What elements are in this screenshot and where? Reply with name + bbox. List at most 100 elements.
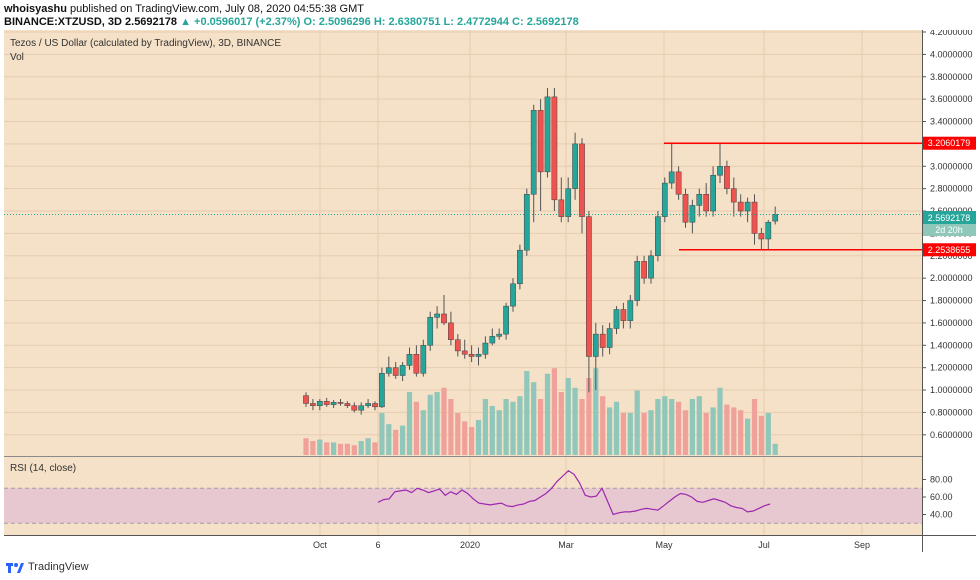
volume-bar [372,442,378,455]
volume-bar [565,378,571,455]
candle-body [592,333,599,357]
volume-bar [531,382,537,455]
volume-bar [337,443,344,455]
volume-bar [406,392,413,455]
candle-body [517,249,523,285]
volume-bar [648,410,654,455]
time-tick-label: 2020 [460,540,480,550]
volume-bar [558,392,564,455]
volume-bar [324,442,330,455]
candle-body [551,96,558,201]
time-tick-label: May [655,540,673,550]
volume-bar [344,443,350,455]
author-name[interactable]: whoisyashu [4,3,67,15]
volume-bar [696,396,702,455]
candle-body [441,313,447,324]
time-tick-label: 6 [375,540,380,550]
rsi-axis[interactable]: 80.00 60.00 40.00 [922,475,953,520]
candle-body [530,110,537,195]
candle-body [489,336,496,344]
volume-bar [593,368,599,455]
candle-body [758,233,765,240]
candle-body [427,317,434,346]
publish-date: published on TradingView.com, July 08, 2… [66,3,364,15]
symbol-price: 2.5692178 [125,16,178,28]
candle-body [730,188,737,203]
tradingview-wordmark: TradingView [28,561,89,573]
horizontal-levels[interactable] [664,142,922,251]
candle-body [579,143,585,217]
volume-bar [331,442,337,455]
candle-body [689,205,696,223]
candle-body [399,365,406,376]
candle-body [682,193,689,223]
volume-bar [724,404,730,455]
price-tick-label: 2.0000000 [930,273,973,283]
volume-bar [475,420,482,455]
chart-container[interactable]: 4.2000000 4.0000000 3.8000000 3.6000000 3.40… [4,27,976,552]
time-tick-label: Sep [854,540,870,550]
last-price-tag [923,211,976,224]
volume-bar [758,415,764,455]
candle-body [537,110,544,173]
volume-bar [524,371,530,455]
volume-bar [731,407,737,455]
rsi-band [4,488,922,524]
volume-bar [662,396,668,455]
candle-body [434,313,440,318]
time-tick-label: Jul [758,540,770,550]
price-tick-label: 2.8000000 [930,184,973,194]
volume-bar [682,410,689,455]
volume-bar [303,438,309,455]
volume-bar [482,399,488,455]
candle-body [627,300,634,321]
volume-bar [586,378,592,455]
volume-bar [613,401,620,455]
lower-level-tag [923,243,976,257]
candle-body [454,339,461,352]
volume-bar [503,399,509,455]
volume-bar [538,399,544,455]
candle-body [696,193,703,206]
candle-body [323,400,330,405]
rsi-tick-label: 40.00 [930,510,953,520]
volume-bar [469,427,475,455]
candle-body [482,342,489,355]
candle-body [668,171,675,184]
volume-bar [517,396,523,455]
price-chart[interactable]: 4.2000000 4.0000000 3.8000000 3.6000000 3.40… [4,27,976,552]
volume-bar [551,368,557,455]
volume-bar [317,439,323,455]
volume-bar [544,373,551,455]
candles [303,87,779,415]
candle-body [572,143,578,189]
volume-bar [738,410,744,455]
candle-body [586,216,592,357]
volume-bar [751,399,758,455]
volume-bar [462,421,468,455]
candle-body [344,403,351,406]
tradingview-icon [6,563,24,573]
volume-bar [572,387,578,455]
volume-bar [607,407,613,455]
candle-body [337,402,344,404]
volume-bar [489,406,495,455]
candle-body [558,199,565,217]
price-tick-label: 1.8000000 [930,296,973,306]
candle-body [406,353,413,366]
volume-bar [669,399,675,455]
volume-bar [496,410,502,455]
candle-body [330,402,337,405]
candle-body [634,261,641,301]
volume-bar [379,413,385,455]
price-tick-label: 3.6000000 [930,94,973,104]
volume-bar [413,401,419,455]
volume-bar [448,399,454,455]
rsi-tick-label: 60.00 [930,492,953,502]
price-tick-label: 0.8000000 [930,407,973,417]
time-axis[interactable]: Oct 6 2020 Mar May Jul Sep [313,540,870,550]
candle-body [461,350,468,355]
candle-body [703,193,710,212]
tradingview-logo[interactable]: TradingView [6,558,89,576]
price-tick-label: 1.2000000 [930,363,973,373]
